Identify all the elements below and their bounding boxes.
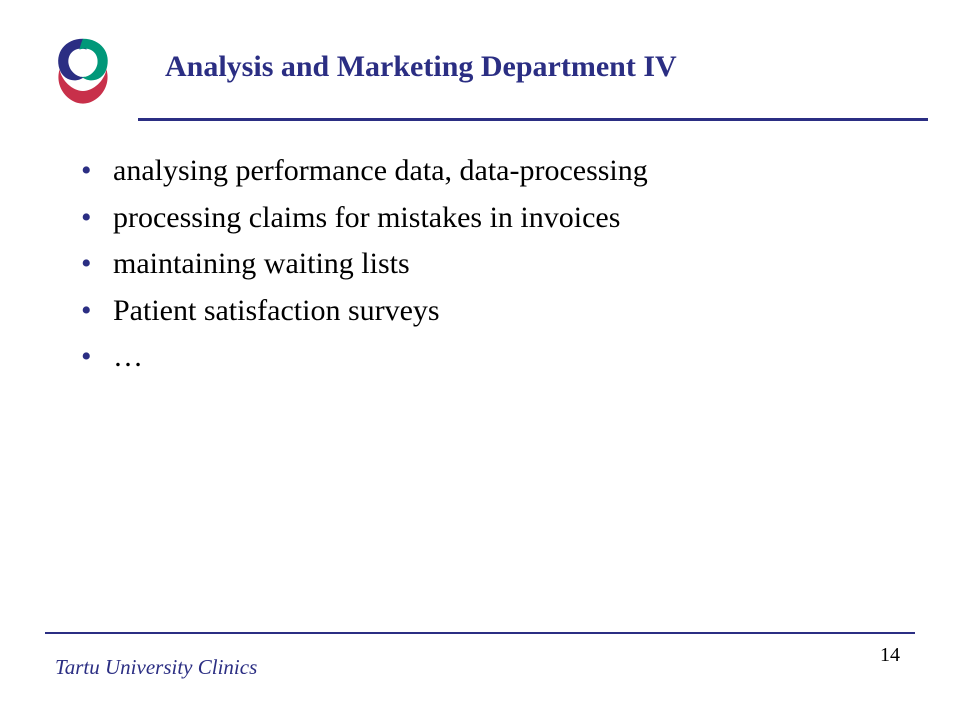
logo-center — [75, 60, 91, 76]
slide-title: Analysis and Marketing Department IV — [165, 50, 677, 84]
list-item: • Patient satisfaction surveys — [75, 288, 895, 335]
bullet-list: • analysing performance data, data-proce… — [75, 148, 895, 381]
list-item-text: maintaining waiting lists — [113, 247, 410, 280]
list-item: • … — [75, 334, 895, 381]
bullet-icon: • — [81, 195, 92, 242]
bullet-icon: • — [81, 334, 92, 381]
list-item: • maintaining waiting lists — [75, 241, 895, 288]
footer-rule — [45, 632, 915, 634]
list-item: • analysing performance data, data-proce… — [75, 148, 895, 195]
page-number: 14 — [880, 644, 900, 667]
list-item-text: … — [113, 340, 143, 373]
bullet-icon: • — [81, 288, 92, 335]
list-item-text: processing claims for mistakes in invoic… — [113, 201, 620, 234]
footer-text: Tartu University Clinics — [55, 655, 257, 680]
bullet-icon: • — [81, 241, 92, 288]
bullet-icon: • — [81, 148, 92, 195]
list-item-text: analysing performance data, data-process… — [113, 154, 648, 187]
list-item: • processing claims for mistakes in invo… — [75, 195, 895, 242]
logo-icon — [38, 28, 128, 118]
title-underline — [138, 118, 928, 121]
header: Analysis and Marketing Department IV — [0, 28, 960, 106]
slide: Analysis and Marketing Department IV • a… — [0, 0, 960, 720]
list-item-text: Patient satisfaction surveys — [113, 294, 440, 327]
